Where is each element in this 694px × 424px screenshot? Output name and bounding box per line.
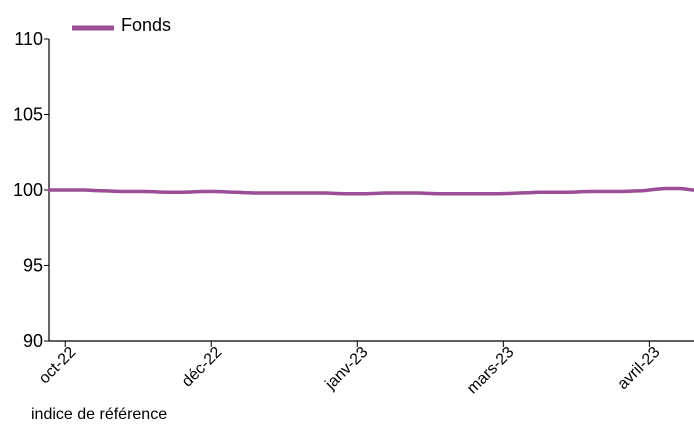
y-tick-label: 90 [23,331,43,351]
y-axis-ticks: 90 95 100 105 110 [13,29,49,351]
x-axis-ticks: oct-22 déc-22 janv-23 mars-23 avril-23 [36,341,664,397]
legend: Fonds [72,15,171,35]
series-layer [47,186,694,196]
x-tick-label: janv-23 [322,344,372,394]
legend-label-fonds: Fonds [121,15,171,35]
x-tick-label: déc-22 [179,344,226,391]
y-tick-label: 100 [13,180,43,200]
chart-caption: indice de référence [31,406,167,423]
x-tick-label: mars-23 [464,344,518,398]
y-tick-label: 110 [14,29,43,49]
y-tick-label: 95 [23,256,43,276]
x-tick-label: avril-23 [614,344,663,393]
series-line-fonds [47,186,694,196]
y-tick-label: 105 [13,105,43,125]
